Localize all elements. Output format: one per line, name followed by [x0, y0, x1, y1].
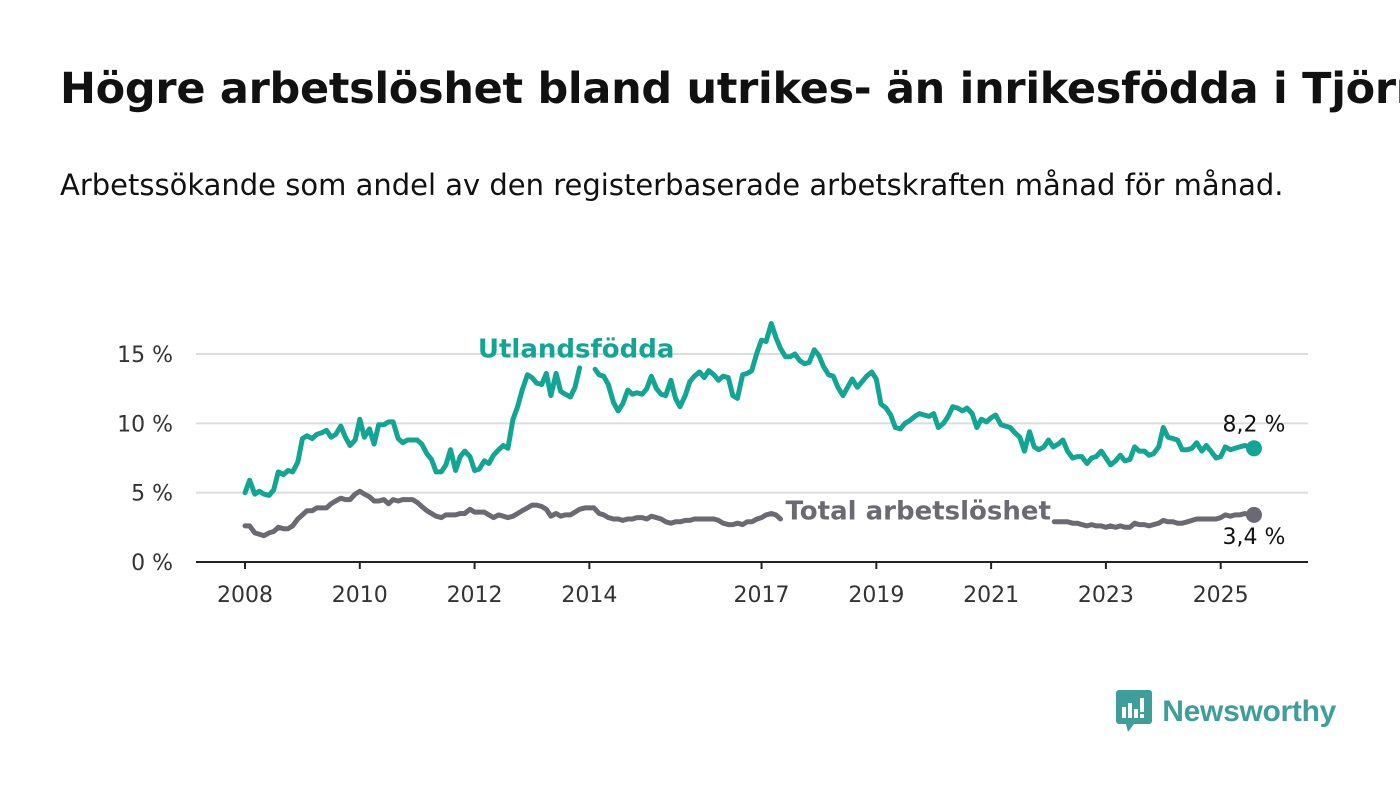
series-end-point-0	[1245, 440, 1262, 457]
x-tick-label: 2025	[1193, 583, 1249, 608]
grid-layer	[196, 353, 1308, 569]
chart-title: Högre arbetslöshet bland utrikes- än inr…	[60, 64, 1400, 114]
series-end-label-1: 3,4 %	[1223, 525, 1286, 550]
x-tick-label: 2023	[1078, 583, 1134, 608]
newsworthy-bar-chart-icon	[1116, 690, 1153, 732]
x-tick-label: 2017	[734, 583, 790, 608]
x-tick-label: 2012	[447, 583, 503, 608]
newsworthy-logo: Newsworthy	[1116, 690, 1336, 734]
series-line-1	[242, 488, 1257, 539]
x-tick-label: 2010	[332, 583, 388, 608]
y-tick-label: 0 %	[131, 551, 173, 576]
label-layer: 0 % 5 % 10 % 15 % 2008 2010 2012 2014 2017 2019 20…	[117, 334, 1285, 608]
series-end-label-0: 8,2 %	[1223, 412, 1286, 437]
x-tick-label: 2019	[848, 583, 904, 608]
chart-subtitle: Arbetssökande som andel av den registerb…	[60, 168, 1284, 202]
series-end-point-1	[1245, 506, 1262, 523]
series-line-0	[242, 321, 1257, 498]
y-tick-label: 5 %	[131, 482, 173, 507]
x-tick-label: 2014	[561, 583, 617, 608]
series-name-label-0: Utlandsfödda	[478, 334, 675, 364]
x-tick-label: 2021	[963, 583, 1019, 608]
y-tick-label: 10 %	[117, 412, 173, 437]
y-tick-label: 15 %	[117, 343, 173, 368]
x-tick-label: 2008	[217, 583, 273, 608]
series-name-label-1: Total arbetslöshet	[786, 497, 1051, 527]
series-layer	[242, 321, 1262, 539]
newsworthy-logo-text: Newsworthy	[1162, 695, 1336, 728]
